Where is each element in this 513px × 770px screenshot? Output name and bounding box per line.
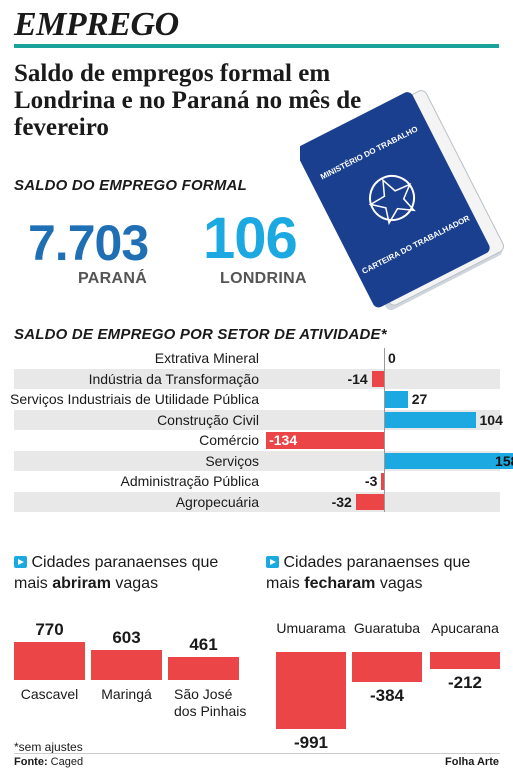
sector-bar xyxy=(381,473,384,490)
opened-title-pre: mais xyxy=(14,575,53,592)
sector-zero-line xyxy=(384,348,385,512)
sector-bar xyxy=(355,493,384,510)
closed-value: -384 xyxy=(369,685,405,705)
closed-bar xyxy=(276,652,346,730)
arrow-right-icon xyxy=(14,556,27,568)
sector-value: 158 xyxy=(495,452,513,469)
opened-value: 603 xyxy=(112,627,141,647)
source-value: Caged xyxy=(50,756,84,768)
footer-rule xyxy=(14,753,500,754)
sector-label: Extrativa Mineral xyxy=(154,350,259,366)
sector-value: 27 xyxy=(411,391,428,407)
opened-value: 461 xyxy=(189,634,218,654)
closed-city-label: Umuarama xyxy=(276,620,346,636)
credit: Folha Arte xyxy=(445,756,499,768)
closed-value: -212 xyxy=(447,672,483,692)
closed-city-label: Guaratuba xyxy=(353,620,421,636)
sector-bar xyxy=(384,411,476,428)
header-rule xyxy=(14,44,499,48)
closed-title-post: vagas xyxy=(375,575,423,592)
opened-bar xyxy=(91,649,162,680)
sector-value: 104 xyxy=(479,411,503,428)
carteira-de-trabalho-icon: MINISTÉRIO DO TRABALHO CARTEIRA DO TRABA… xyxy=(300,90,505,310)
parana-value: 7.703 xyxy=(28,215,149,271)
section-title: EMPREGO xyxy=(14,6,179,43)
closed-bar xyxy=(352,652,422,682)
opened-title-post: vagas xyxy=(110,575,159,592)
closed-title: Cidades paranaenses que mais fecharam va… xyxy=(266,552,506,594)
saldo-kicker: SALDO DO EMPREGO FORMAL xyxy=(14,177,247,194)
closed-city-label: Apucarana xyxy=(431,620,499,636)
sector-row-stripe xyxy=(14,409,500,430)
sector-value: -32 xyxy=(331,493,352,510)
closed-bar xyxy=(430,652,500,669)
opened-value: 770 xyxy=(35,619,64,639)
sector-chart-title: SALDO DE EMPREGO POR SETOR DE ATIVIDADE* xyxy=(14,326,387,343)
closed-title-line1: Cidades paranaenses que xyxy=(283,554,471,571)
opened-title-bold: abriram xyxy=(52,575,111,592)
source-label: Fonte: xyxy=(14,756,48,768)
closed-chart: Umuarama -991 Guaratuba -384 Apucarana -212 xyxy=(266,620,506,752)
opened-title: Cidades paranaenses que mais abriram vag… xyxy=(14,552,254,594)
closed-title-bold: fecharam xyxy=(304,575,376,592)
sector-label: Comércio xyxy=(199,432,259,448)
opened-chart: 770 Cascavel 603 Maringá 461 São José dos Pin… xyxy=(14,615,254,730)
sector-bar xyxy=(266,432,384,449)
arrow-right-icon xyxy=(266,556,279,568)
opened-city-label: São José dos Pinhais xyxy=(174,686,247,719)
sector-bar xyxy=(384,391,408,408)
opened-bar xyxy=(168,656,239,680)
sector-label: Construção Civil xyxy=(157,411,259,428)
sector-label: Agropecuária xyxy=(175,493,259,510)
closed-title-pre: mais xyxy=(266,575,305,592)
sector-label: Serviços xyxy=(205,452,259,469)
sector-bar xyxy=(371,370,384,387)
sector-bar xyxy=(384,452,513,469)
sector-value: -134 xyxy=(269,432,298,448)
sector-label: Administração Pública xyxy=(120,473,259,489)
sector-value: 0 xyxy=(388,350,396,366)
headline: Saldo de empregos formal em Londrina e n… xyxy=(14,60,362,141)
opened-city-label: Cascavel xyxy=(20,686,79,702)
sector-value: -14 xyxy=(347,370,368,387)
source: Fonte: Caged xyxy=(14,756,83,768)
opened-bar xyxy=(14,641,85,680)
footnote: *sem ajustes xyxy=(14,740,83,754)
sector-label: Serviços Industriais de Utilidade Públic… xyxy=(9,391,259,407)
londrina-value: 106 xyxy=(203,206,298,271)
opened-title-line1: Cidades paranaenses que xyxy=(31,554,219,571)
parana-label: PARANÁ xyxy=(78,270,148,287)
opened-city-label: Maringá xyxy=(101,686,152,702)
sector-row-stripe xyxy=(14,450,500,471)
sector-value: -3 xyxy=(364,473,378,489)
londrina-label: LONDRINA xyxy=(220,270,307,287)
sector-chart: Extrativa Mineral 0 Indústria da Transform… xyxy=(10,348,513,516)
sector-label: Indústria da Transformação xyxy=(88,370,259,387)
closed-value: -991 xyxy=(293,733,329,753)
